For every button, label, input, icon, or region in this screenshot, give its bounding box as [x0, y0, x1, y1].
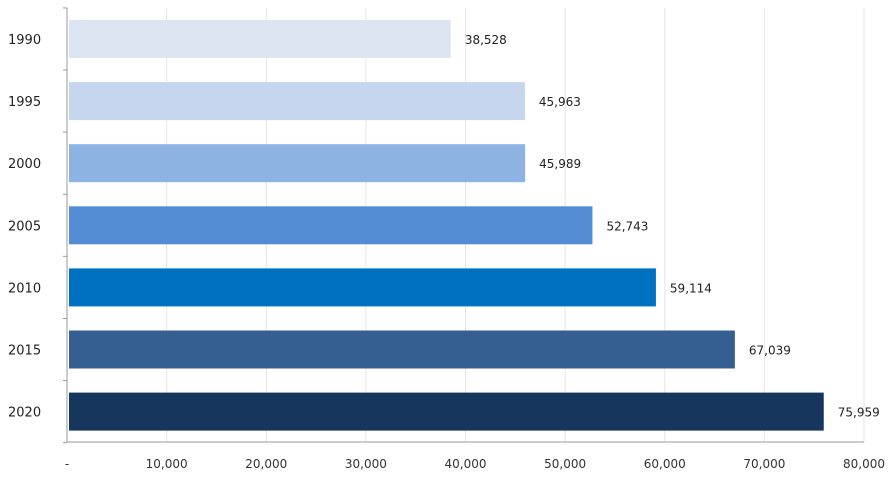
- data-label: 45,989: [539, 157, 581, 171]
- axes: [63, 7, 864, 444]
- bars: [69, 20, 824, 431]
- category-label: 1990: [8, 33, 41, 48]
- bar: [69, 144, 526, 183]
- category-label: 2005: [8, 219, 41, 234]
- bar: [69, 82, 525, 121]
- x-tick-label: 20,000: [245, 457, 287, 471]
- x-tick-label: 50,000: [544, 457, 586, 471]
- category-label: 2020: [8, 406, 41, 421]
- category-label: 2015: [8, 344, 41, 359]
- x-tick-label: 40,000: [445, 457, 487, 471]
- category-label: 2010: [8, 281, 41, 296]
- bar: [69, 330, 735, 369]
- x-tick-label: 60,000: [644, 457, 686, 471]
- category-label: 1995: [8, 95, 41, 110]
- data-label: 45,963: [539, 95, 581, 109]
- data-label: 59,114: [670, 281, 712, 295]
- bar: [69, 206, 593, 245]
- bar: [69, 392, 824, 431]
- category-label: 2000: [8, 157, 41, 172]
- x-tick-label: 80,000: [843, 457, 885, 471]
- x-tick-label: -: [65, 457, 69, 471]
- x-tick-label: 10,000: [146, 457, 188, 471]
- data-label: 38,528: [465, 33, 507, 47]
- bar: [69, 268, 656, 307]
- data-label: 52,743: [606, 219, 648, 233]
- bar: [69, 20, 451, 58]
- data-label: 67,039: [749, 344, 791, 358]
- x-tick-label: 70,000: [743, 457, 785, 471]
- x-tick-label: 30,000: [345, 457, 387, 471]
- labels: - 10,000 20,000 30,000 40,000 50,000 60,000 70,…: [8, 33, 885, 471]
- data-label: 75,959: [838, 406, 880, 420]
